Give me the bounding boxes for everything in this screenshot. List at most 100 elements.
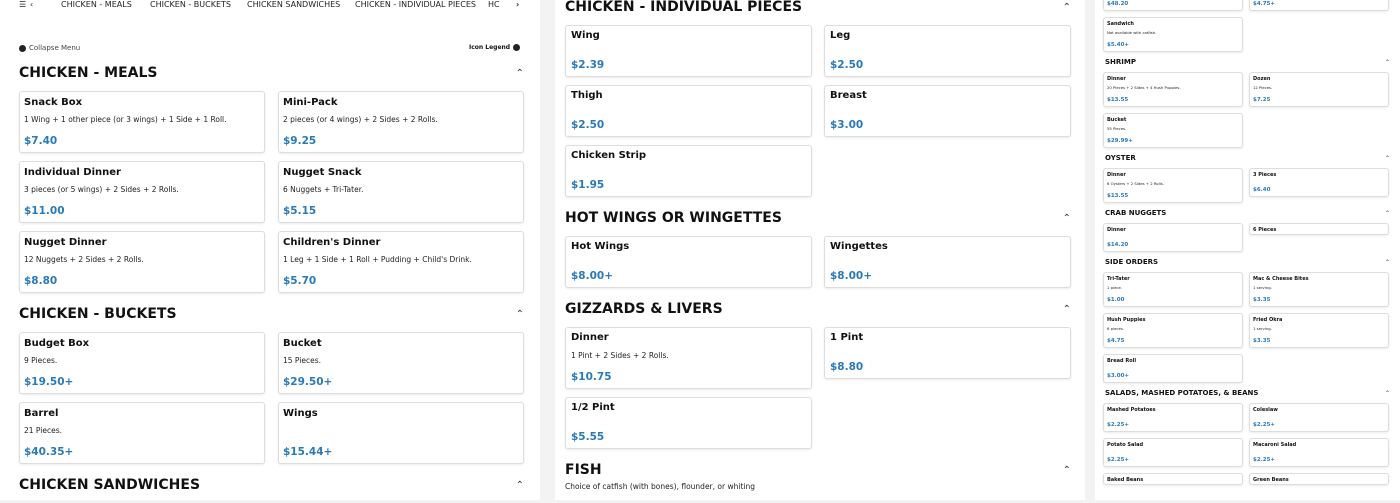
nav-tab[interactable]: CHICKEN - BUCKETS [150,0,231,9]
icon-legend-button[interactable]: Icon Legend [469,44,521,51]
section-header[interactable]: GIZZARDS & LIVERS ⌃ [565,300,1071,318]
menu-item-card[interactable]: Leg $2.50 [824,25,1071,77]
section-header[interactable]: CHICKEN SANDWICHES ⌃ [19,476,524,494]
menu-item-card[interactable]: Snack Box 1 Wing + 1 other piece (or 3 wi… [19,91,265,153]
chevron-right-icon[interactable]: › [516,0,520,9]
chevron-up-icon[interactable]: ⌃ [515,479,524,491]
item-name: Bucket [1107,117,1127,123]
menu-item-card[interactable]: Tri-Tater 1 piece. $1.00 [1103,272,1243,307]
menu-item-card[interactable]: $4.75+ [1249,0,1389,11]
chevron-up-icon[interactable]: ⌃ [515,67,524,79]
menu-item-card[interactable]: Wingettes $8.00+ [824,236,1071,288]
item-price: $29.50+ [283,376,333,388]
menu-item-card[interactable]: Dinner 6 Oysters + 2 Sides + 2 Rolls. $13.… [1103,168,1243,203]
menu-item-card[interactable]: Breast $3.00 [824,85,1071,137]
menu-item-card[interactable]: Mini-Pack 2 pieces (or 4 wings) + 2 Sides… [278,91,524,153]
nav-tab[interactable]: CHICKEN - MEALS [61,0,132,9]
chevron-up-icon[interactable]: ⌃ [1384,389,1390,397]
menu-item-card[interactable]: 1 Pint $8.80 [824,327,1071,379]
section-header[interactable]: FISH ⌃ [565,461,1071,479]
menu-item-card[interactable]: Bucket 55 Pieces. $29.99+ [1103,113,1243,148]
menu-item-card[interactable]: Bread Roll $3.00+ [1103,354,1243,383]
nav-tab[interactable]: HC [488,0,500,9]
item-name: Wings [283,408,318,419]
item-description: 6 Nuggets + Tri-Tater. [283,185,364,194]
item-name: Green Beans [1253,477,1289,483]
menu-item-card[interactable]: Thigh $2.50 [565,85,812,137]
menu-item-card[interactable]: Chicken Strip $1.95 [565,145,812,197]
chevron-up-icon[interactable]: ⌃ [1384,154,1390,162]
section-header[interactable]: HOT WINGS OR WINGETTES ⌃ [565,209,1071,227]
item-price: $29.99+ [1107,138,1133,144]
menu-item-card[interactable]: Individual Dinner 3 pieces (or 5 wings) +… [19,161,265,223]
item-description: 9 Pieces. [24,356,58,365]
menu-item-card[interactable]: Wing $2.39 [565,25,812,77]
section-header[interactable]: CHICKEN - MEALS ⌃ [19,64,524,82]
chevron-up-icon[interactable]: ⌃ [1062,303,1071,315]
menu-item-card[interactable]: Potato Salad $2.25+ [1103,438,1243,467]
collapse-menu-button[interactable]: Collapse Menu [19,44,80,52]
menu-item-card[interactable]: Fried Okra 1 serving. $3.35 [1249,313,1389,348]
menu-item-card[interactable]: 1/2 Pint $5.55 [565,397,812,449]
item-price: $10.75 [571,371,612,383]
menu-item-card[interactable]: Mashed Potatoes $2.25+ [1103,403,1243,432]
chevron-up-icon[interactable]: ⌃ [1062,464,1071,476]
item-description: 6 Oysters + 2 Sides + 2 Rolls. [1107,181,1164,186]
menu-item-card[interactable]: Hush Puppies 6 pieces. $4.75 [1103,313,1243,348]
item-grid: Mashed Potatoes $2.25+ Coleslaw $2.25+ Potat… [1103,403,1390,485]
item-name: Macaroni Salad [1253,442,1297,448]
menu-item-card[interactable]: Wings $15.44+ [278,402,524,464]
menu-item-card[interactable]: Barrel 21 Pieces. $40.35+ [19,402,265,464]
menu-item-card[interactable]: Budget Box 9 Pieces. $19.50+ [19,332,265,394]
menu-item-card[interactable]: 3 Pieces $6.40 [1249,168,1389,197]
section-title: SALADS, MASHED POTATOES, & BEANS [1105,389,1259,397]
section-header[interactable]: CHICKEN - INDIVIDUAL PIECES ⌃ [565,0,1071,16]
section-header[interactable]: SALADS, MASHED POTATOES, & BEANS ⌃ [1105,388,1390,398]
section-header[interactable]: CRAB NUGGETS ⌃ [1105,208,1390,218]
menu-item-card[interactable]: 6 Pieces [1249,223,1389,235]
section-header[interactable]: OYSTER ⌃ [1105,153,1390,163]
menu-item-card[interactable]: Macaroni Salad $2.25+ [1249,438,1389,467]
menu-item-card[interactable]: Baked Beans [1103,473,1243,485]
nav-tab[interactable]: CHICKEN - INDIVIDUAL PIECES [355,0,476,9]
menu-item-card[interactable]: $48.20 [1103,0,1243,11]
menu-item-card[interactable]: Children's Dinner 1 Leg + 1 Side + 1 Roll… [278,231,524,293]
chevron-up-icon[interactable]: ⌃ [1384,209,1390,217]
chevron-up-icon[interactable]: ⌃ [1384,58,1390,66]
menu-item-card[interactable]: Nugget Dinner 12 Nuggets + 2 Sides + 2 Ro… [19,231,265,293]
section-header[interactable]: SIDE ORDERS ⌃ [1105,257,1390,267]
menu-item-card[interactable]: Hot Wings $8.00+ [565,236,812,288]
collapse-menu-label: Collapse Menu [29,44,81,52]
list-icon[interactable]: ☰ [19,0,27,9]
item-price: $1.00 [1107,297,1125,303]
section-title: HOT WINGS OR WINGETTES [565,210,782,226]
item-description: 1 serving. [1253,326,1272,331]
item-name: Bread Roll [1107,358,1137,364]
chevron-up-icon[interactable]: ⌃ [1384,258,1390,266]
nav-tab[interactable]: CHICKEN SANDWICHES [247,0,341,9]
menu-item-card[interactable]: Nugget Snack 6 Nuggets + Tri-Tater. $5.15 [278,161,524,223]
menu-item-card[interactable]: Coleslaw $2.25+ [1249,403,1389,432]
section-header[interactable]: SHRIMP ⌃ [1105,57,1390,67]
item-price: $2.39 [571,59,605,71]
chevron-up-icon[interactable]: ⌃ [1062,1,1071,13]
menu-item-card[interactable]: Dinner 20 Pieces + 2 Sides + 4 Hush Puppi… [1103,72,1243,107]
chevron-up-icon[interactable]: ⌃ [515,308,524,320]
menu-item-card[interactable]: Sandwich Not available with catfish. $5.40… [1103,17,1243,52]
menu-item-card[interactable]: Green Beans [1249,473,1389,485]
chevron-up-icon[interactable]: ⌃ [1062,212,1071,224]
item-price: $3.00+ [1107,373,1130,379]
item-price: $2.25+ [1107,422,1130,428]
item-grid: Dinner 1 Pint + 2 Sides + 2 Rolls. $10.75 1… [565,327,1071,449]
menu-item-card[interactable]: Mac & Cheese Bites 1 serving. $3.35 [1249,272,1389,307]
item-name: Mashed Potatoes [1107,407,1156,413]
menu-item-card[interactable]: Dozen 12 Pieces. $7.25 [1249,72,1389,107]
menu-item-card[interactable]: Dinner $14.20 [1103,223,1243,252]
item-name: 6 Pieces [1253,227,1277,233]
section-header[interactable]: CHICKEN - BUCKETS ⌃ [19,305,524,323]
item-grid: Hot Wings $8.00+ Wingettes $8.00+ [565,236,1071,288]
chevron-left-icon[interactable]: ‹ [30,0,34,9]
item-name: Fried Okra [1253,317,1283,323]
menu-item-card[interactable]: Dinner 1 Pint + 2 Sides + 2 Rolls. $10.75 [565,327,812,389]
menu-item-card[interactable]: Bucket 15 Pieces. $29.50+ [278,332,524,394]
